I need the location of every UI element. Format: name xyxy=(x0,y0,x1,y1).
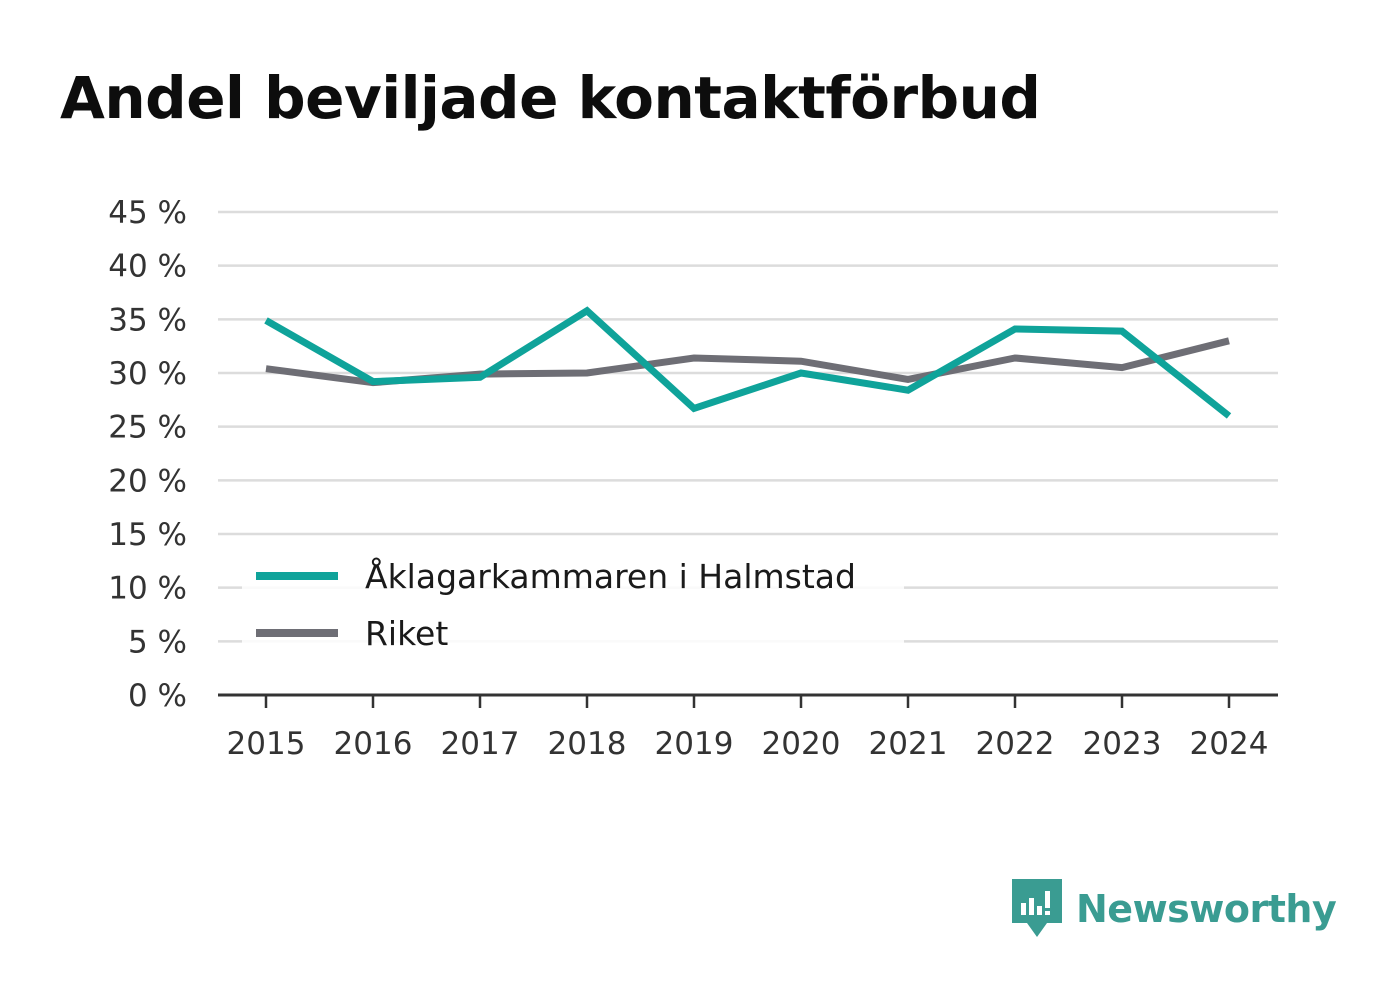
y-tick-label: 30 % xyxy=(108,356,187,392)
legend-background xyxy=(242,548,904,643)
x-tick-label: 2016 xyxy=(334,726,413,762)
x-axis: 2015 2016 2017 2018 2019 2020 2021 2022 2023 2024 xyxy=(218,693,1278,762)
newsworthy-logo-icon xyxy=(1012,879,1062,937)
legend: Åklagarkammaren i Halmstad Riket xyxy=(242,548,904,653)
series-line-0 xyxy=(264,306,1232,419)
x-tick-label: 2024 xyxy=(1190,726,1269,762)
y-tick-label: 20 % xyxy=(108,463,187,499)
x-tick-label: 2020 xyxy=(762,726,841,762)
y-axis: 0 % 5 % 10 % 15 % 20 % 25 % 30 % 35 % 40 % 45 % xyxy=(108,195,187,714)
y-tick-label: 5 % xyxy=(128,624,187,660)
x-tick-label: 2022 xyxy=(976,726,1055,762)
x-tick-label: 2023 xyxy=(1083,726,1162,762)
brand: Newsworthy xyxy=(1012,878,1337,940)
y-tick-label: 0 % xyxy=(128,678,187,714)
brand-name: Newsworthy xyxy=(1076,887,1337,931)
x-tick-label: 2018 xyxy=(548,726,627,762)
x-tick-label: 2019 xyxy=(655,726,734,762)
legend-label: Åklagarkammaren i Halmstad xyxy=(365,556,856,596)
y-tick-label: 35 % xyxy=(108,302,187,338)
y-tick-label: 25 % xyxy=(108,410,187,446)
series-lines xyxy=(264,306,1232,419)
x-tick-label: 2017 xyxy=(441,726,520,762)
x-tick-label: 2021 xyxy=(869,726,948,762)
y-tick-label: 45 % xyxy=(108,195,187,231)
x-tick-label: 2015 xyxy=(227,726,306,762)
y-tick-label: 10 % xyxy=(108,571,187,607)
chart-title: Andel beviljade kontaktförbud xyxy=(60,64,1041,132)
series-line-1 xyxy=(265,337,1230,387)
y-tick-label: 40 % xyxy=(108,249,187,285)
legend-label: Riket xyxy=(365,614,448,653)
y-tick-label: 15 % xyxy=(108,517,187,553)
